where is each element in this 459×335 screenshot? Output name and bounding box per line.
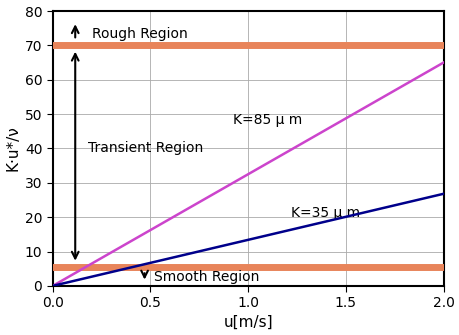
Text: K=85 μ m: K=85 μ m: [232, 114, 301, 127]
Text: K=35 μ m: K=35 μ m: [291, 206, 359, 220]
Text: Smooth Region: Smooth Region: [154, 270, 259, 284]
Text: Transient Region: Transient Region: [88, 141, 203, 155]
X-axis label: u[m/s]: u[m/s]: [223, 315, 272, 329]
Y-axis label: K·u*/ν: K·u*/ν: [6, 126, 21, 171]
Text: Rough Region: Rough Region: [92, 26, 187, 41]
